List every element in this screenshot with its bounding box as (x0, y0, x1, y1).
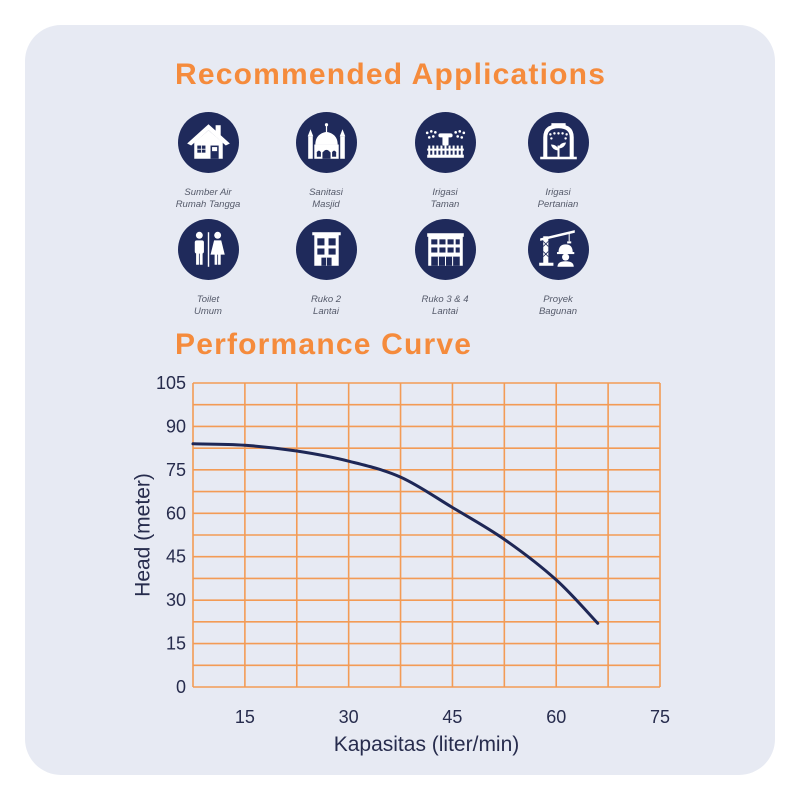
app-label-line: Pertanian (537, 198, 579, 210)
app-label-line: Bagunan (538, 305, 578, 317)
y-tick-label: 0 (176, 677, 186, 697)
garden-sprinkler-icon (414, 112, 476, 173)
applications-title: Recommended Applications (175, 58, 607, 91)
app-item-public-toilet: Toilet Umum (163, 219, 253, 317)
app-label-line: Lantai (432, 305, 458, 317)
app-label-line: Irigasi (545, 187, 571, 198)
app-label: Sumber Air Rumah Tangga (163, 187, 253, 210)
shophouse-2-floor-icon (295, 219, 357, 280)
app-label: Ruko 3 & 4 Lantai (400, 294, 490, 317)
farm-irrigation-icon (527, 112, 589, 173)
app-label-line: Lantai (313, 305, 339, 317)
x-axis-label: Kapasitas (liter/min) (334, 733, 520, 756)
app-label-line: Sumber Air (184, 187, 232, 198)
x-tick-label: 15 (235, 707, 255, 727)
app-label-line: Toilet (196, 294, 220, 305)
house-icon (177, 112, 239, 173)
app-item-household-water: Sumber Air Rumah Tangga (163, 112, 253, 210)
y-tick-label: 105 (156, 373, 186, 393)
performance-curve-line (191, 442, 600, 625)
app-label: Irigasi Taman (400, 187, 490, 210)
app-label-line: Rumah Tangga (175, 198, 241, 210)
app-label: Irigasi Pertanian (513, 187, 603, 210)
grid (192, 382, 661, 688)
y-tick-label: 15 (166, 634, 186, 654)
app-label-line: Proyek (543, 294, 573, 305)
mosque-icon (295, 112, 357, 173)
app-label-line: Sanitasi (309, 187, 343, 198)
app-label-line: Taman (430, 198, 460, 210)
app-item-garden-irrigation: Irigasi Taman (400, 112, 490, 210)
y-tick-label: 75 (166, 460, 186, 480)
y-tick-label: 45 (166, 547, 186, 567)
x-tick-label: 75 (650, 707, 670, 727)
app-item-mosque-sanitation: Sanitasi Masjid (281, 112, 371, 210)
app-item-shophouse-3-4-floor: Ruko 3 & 4 Lantai (400, 219, 490, 317)
app-label-line: Ruko 2 (310, 294, 342, 305)
x-tick-label: 30 (339, 707, 359, 727)
construction-project-icon (527, 219, 589, 280)
series (191, 442, 600, 625)
y-tick-label: 60 (166, 503, 186, 523)
app-label: Sanitasi Masjid (281, 187, 371, 210)
app-label: Toilet Umum (163, 294, 253, 317)
tick-labels: 0 15 30 45 60 75 90 105 15 30 45 60 75 (156, 373, 670, 727)
app-label: Ruko 2 Lantai (281, 294, 371, 317)
app-item-farm-irrigation: Irigasi Pertanian (513, 112, 603, 210)
shophouse-3-4-floor-icon (414, 219, 476, 280)
app-label-line: Irigasi (432, 187, 458, 198)
public-toilet-icon (177, 219, 239, 280)
y-tick-label: 30 (166, 590, 186, 610)
x-tick-label: 45 (442, 707, 462, 727)
x-tick-label: 60 (546, 707, 566, 727)
app-item-construction-project: Proyek Bagunan (513, 219, 603, 317)
performance-curve-title: Performance Curve (175, 328, 473, 361)
y-axis-label: Head (meter) (131, 473, 154, 597)
y-tick-label: 90 (166, 416, 186, 436)
app-label: Proyek Bagunan (513, 294, 603, 317)
app-label-line: Ruko 3 & 4 (421, 294, 469, 305)
app-label-line: Umum (194, 305, 222, 317)
app-item-shophouse-2-floor: Ruko 2 Lantai (281, 219, 371, 317)
app-label-line: Masjid (312, 198, 340, 210)
